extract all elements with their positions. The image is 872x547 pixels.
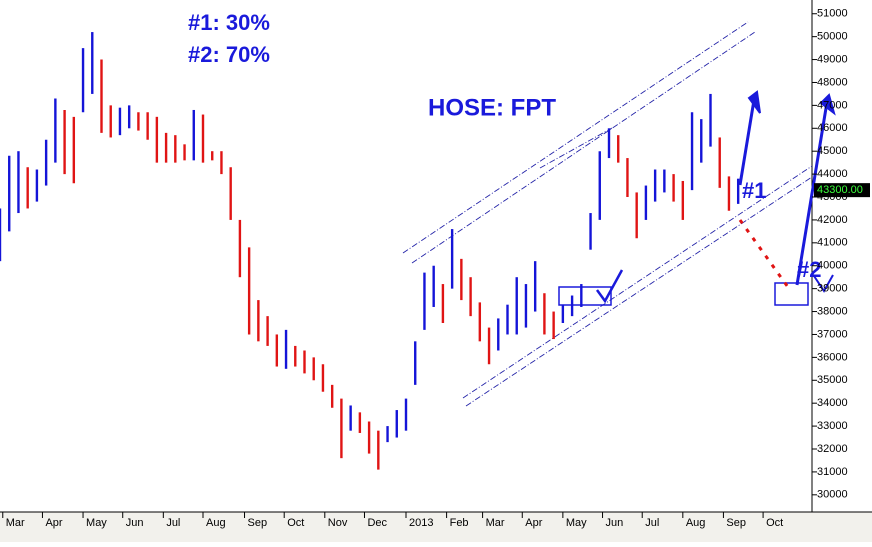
last-price-marker [814, 183, 870, 198]
y-tick-label: 30000 [817, 489, 848, 501]
arrow [795, 101, 829, 286]
x-tick-label: Aug [206, 517, 226, 529]
x-tick-label: Jul [166, 517, 180, 529]
arrow [738, 99, 756, 186]
drawings [558, 90, 836, 306]
chart-title: HOSE: FPT [428, 94, 556, 121]
arrowhead [747, 90, 761, 114]
channel-line [465, 176, 813, 407]
x-tick-label: Feb [450, 517, 469, 529]
dotted-path [738, 219, 792, 291]
y-tick-label: 51000 [817, 8, 848, 20]
x-tick-label: Apr [45, 517, 62, 529]
y-tick-label: 32000 [817, 443, 848, 455]
channel-line [411, 31, 756, 264]
x-tick-label: May [86, 517, 107, 529]
chevron [813, 274, 834, 293]
x-tick-label: Sep [248, 517, 268, 529]
y-tick-label: 36000 [817, 351, 848, 363]
x-tick-label: Mar [6, 517, 25, 529]
y-tick-label: 31000 [817, 466, 848, 478]
x-tick-label: Mar [486, 517, 505, 529]
box [774, 282, 809, 306]
x-tick-label: Dec [367, 517, 387, 529]
last-price-label: 43300.00 [817, 184, 863, 196]
y-tick-label: 34000 [817, 397, 848, 409]
annotation: #1: 30% [188, 10, 270, 35]
y-tick-label: 35000 [817, 374, 848, 386]
y-tick-label: 40000 [817, 260, 848, 272]
y-tick-label: 47000 [817, 99, 848, 111]
annotation: #1 [742, 178, 766, 203]
channel-line [402, 21, 749, 254]
y-tick-label: 44000 [817, 168, 848, 180]
x-tick-label: 2013 [409, 517, 433, 529]
x-tick-label: Oct [287, 517, 304, 529]
x-tick-label: Jul [645, 517, 659, 529]
y-tick-label: 45000 [817, 145, 848, 157]
annotation: #2 [797, 257, 821, 282]
annotation: #2: 70% [188, 42, 270, 67]
y-tick-label: 33000 [817, 420, 848, 432]
x-tick-label: May [566, 517, 587, 529]
x-tick-label: Sep [726, 517, 746, 529]
x-tick-label: Jun [606, 517, 624, 529]
y-tick-label: 46000 [817, 122, 848, 134]
arrowhead [819, 93, 836, 116]
box [558, 286, 612, 306]
x-tick-label: Nov [328, 517, 348, 529]
y-tick-label: 41000 [817, 237, 848, 249]
x-tick-label: Aug [686, 517, 706, 529]
y-tick-label: 37000 [817, 328, 848, 340]
y-tick-label: 42000 [817, 214, 848, 226]
y-tick-label: 48000 [817, 76, 848, 88]
x-axis-band [0, 512, 872, 542]
y-tick-label: 50000 [817, 31, 848, 43]
x-tick-label: Jun [126, 517, 144, 529]
x-tick-label: Apr [525, 517, 542, 529]
checkmark [595, 269, 624, 304]
channel-line [462, 165, 813, 399]
y-tick-label: 49000 [817, 53, 848, 65]
y-tick-label: 38000 [817, 305, 848, 317]
y-tick-label: 39000 [817, 283, 848, 295]
channel-line [539, 127, 613, 169]
x-tick-label: Oct [766, 517, 783, 529]
channel-lines [402, 21, 813, 407]
